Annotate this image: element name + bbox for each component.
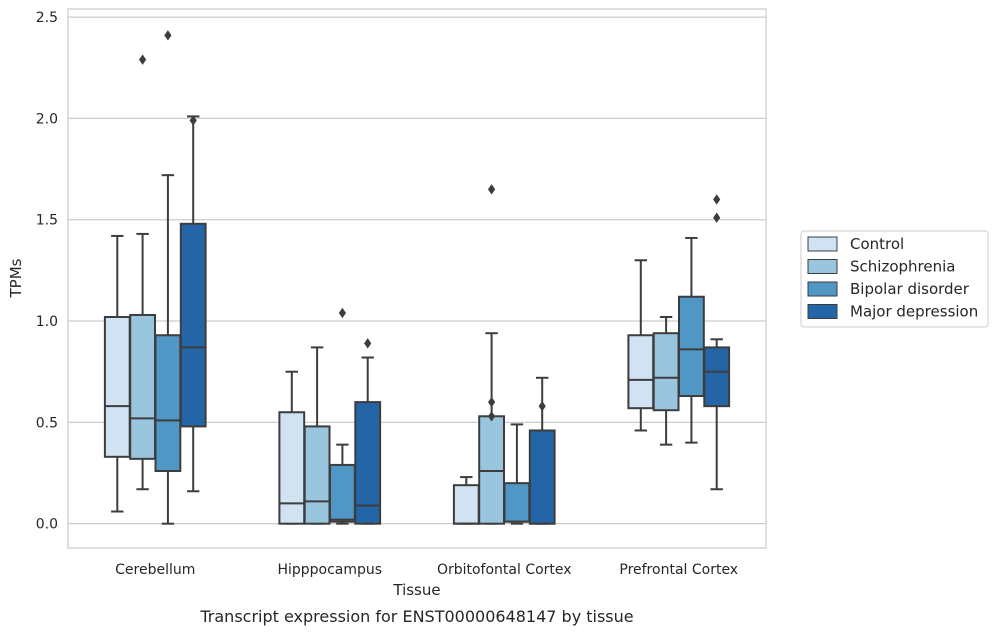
box-0-2 <box>154 30 182 525</box>
box-body <box>503 482 531 523</box>
legend: Control Schizophrenia Bipolar disorder Majo… <box>800 230 989 328</box>
outlier-point <box>487 396 496 408</box>
x-tick-label: Hipppocampus <box>277 562 382 578</box>
legend-entries: Control Schizophrenia Bipolar disorder Majo… <box>807 235 978 321</box>
box-body <box>452 484 480 525</box>
legend-swatch <box>807 304 838 319</box>
box-body <box>703 346 731 408</box>
x-axis-label: Tissue <box>392 581 440 599</box>
x-tick-label: Prefrontal Cortex <box>619 562 738 578</box>
box-body <box>678 295 705 398</box>
box-body <box>179 222 207 428</box>
outlier-point <box>138 54 147 65</box>
x-tick-labels: Cerebellum Hipppocampus Orbitofontal Corte… <box>115 562 738 578</box>
box-3-2 <box>678 236 705 444</box>
x-tick-label: Orbitofontal Cortex <box>437 562 572 578</box>
box-3-3 <box>703 194 731 491</box>
legend-frame <box>800 230 989 328</box>
legend-label: Schizophrenia <box>850 258 955 276</box>
y-tick-label: 2.0 <box>36 111 58 127</box>
outlier-point <box>487 411 496 422</box>
outlier-point <box>713 194 721 205</box>
legend-swatch <box>807 236 838 252</box>
box-0-1 <box>129 54 156 491</box>
box-body <box>129 313 156 460</box>
plot-area-frame <box>67 8 767 549</box>
outlier-point <box>713 212 721 223</box>
y-tick-labels: 0.0 0.5 1.0 1.5 2.0 2.5 <box>36 10 58 533</box>
box-body <box>652 332 680 412</box>
outlier-point <box>487 184 496 195</box>
box-3-0 <box>627 259 655 432</box>
box-body <box>354 401 382 525</box>
box-1-3 <box>354 338 382 525</box>
y-tick-label: 1.0 <box>36 314 58 330</box>
chart-caption: Transcript expression for ENST0000064814… <box>199 607 633 626</box>
y-tick-label: 0.5 <box>36 415 58 431</box>
box-body <box>329 463 356 523</box>
box-body <box>278 411 306 525</box>
legend-label: Bipolar disorder <box>850 280 970 298</box>
y-tick-label: 1.5 <box>36 213 58 229</box>
legend-label: Control <box>850 235 904 253</box>
box-2-1 <box>478 184 505 525</box>
box-1-2 <box>329 307 356 525</box>
outlier-point <box>164 30 172 41</box>
outlier-point <box>189 115 197 126</box>
box-2-2 <box>503 423 531 525</box>
box-body <box>627 334 655 410</box>
box-body <box>303 425 331 525</box>
legend-swatch <box>807 281 838 297</box>
outlier-point <box>364 338 372 349</box>
legend-label: Major depression <box>850 303 978 321</box>
box-2-3 <box>528 376 556 525</box>
box-1-0 <box>278 370 306 525</box>
x-tick-label: Cerebellum <box>115 562 195 578</box>
box-body <box>528 429 556 525</box>
outlier-point <box>538 400 546 412</box>
box-2-0 <box>452 476 480 525</box>
y-axis-label: TPMs <box>7 258 25 298</box>
y-tick-label: 2.5 <box>36 10 58 26</box>
box-body <box>154 334 182 472</box>
box-groups <box>103 30 731 525</box>
y-tick-label: 0.0 <box>36 517 58 533</box>
box-body <box>103 316 131 458</box>
box-0-3 <box>179 115 207 493</box>
outlier-point <box>338 307 347 319</box>
box-body <box>478 415 505 525</box>
legend-swatch <box>807 259 838 274</box>
